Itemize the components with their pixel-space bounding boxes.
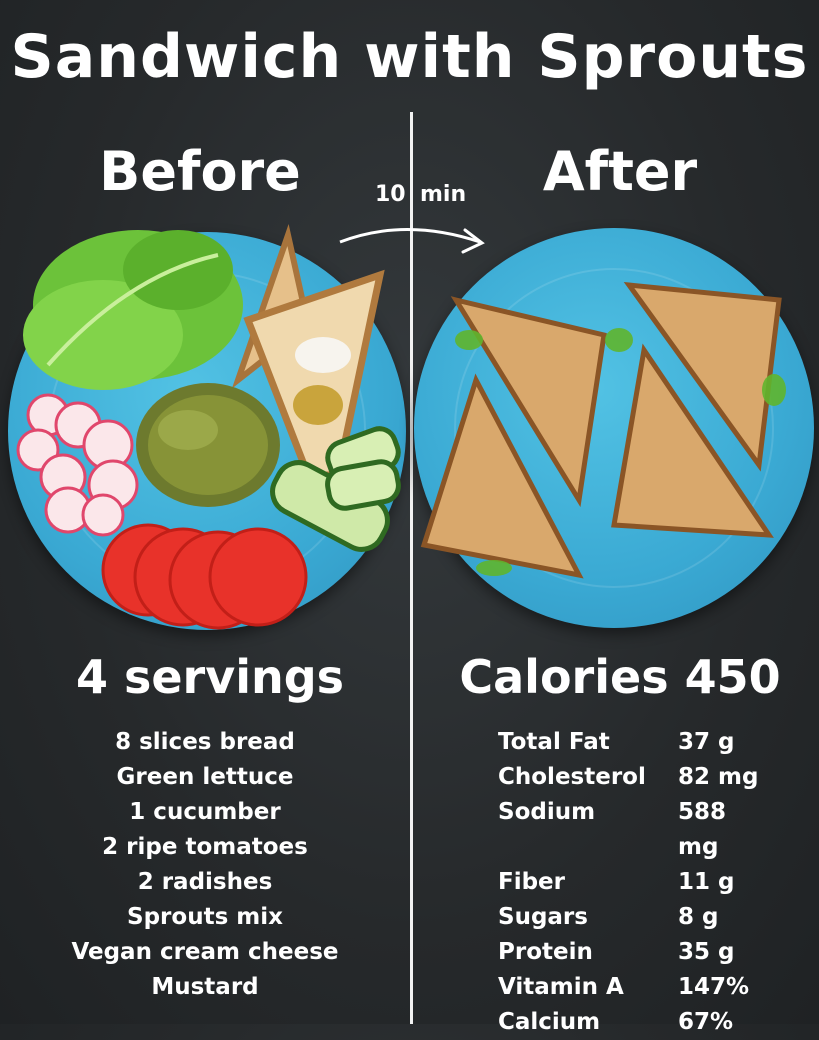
radish-icon <box>16 393 139 537</box>
list-item: Sprouts mix <box>127 904 283 930</box>
nutrient-name: Protein <box>498 939 593 965</box>
ingredients-list: 8 slices bread Green lettuce 1 cucumber … <box>70 725 340 1005</box>
tomato-icon <box>101 523 308 630</box>
list-item: 1 cucumber <box>129 799 281 825</box>
list-item: Mustard <box>151 974 259 1000</box>
table-row: Total Fat 37 g <box>498 725 768 760</box>
nutrient-name: Fiber <box>498 869 566 895</box>
table-row: Sodium 588 mg <box>498 795 768 865</box>
nutrient-value: 37 g <box>678 729 735 755</box>
cucumber-icon <box>270 426 401 552</box>
table-row: Protein 35 g <box>498 935 768 970</box>
timer-unit: min <box>420 182 467 207</box>
table-row: Sugars 8 g <box>498 900 768 935</box>
list-item: 8 slices bread <box>115 729 295 755</box>
timer-amount: 10 <box>375 182 406 207</box>
list-item: Vegan cream cheese <box>71 939 339 965</box>
nutrient-name: Total Fat <box>498 729 610 755</box>
nutrient-name: Cholesterol <box>498 764 646 790</box>
nutrient-value: 147% <box>678 974 750 1000</box>
sandwiches-illustration <box>420 281 786 579</box>
nutrient-name: Vitamin A <box>498 974 624 1000</box>
sandwich-icon <box>420 281 782 579</box>
list-item: 2 ripe tomatoes <box>102 834 308 860</box>
servings-count: 4 servings <box>75 650 345 704</box>
list-item: Green lettuce <box>116 764 294 790</box>
page-title: Sandwich with Sprouts <box>10 22 809 92</box>
nutrient-name: Sugars <box>498 904 588 930</box>
nutrient-value: 82 mg <box>678 764 759 790</box>
nutrient-value: 67% <box>678 1009 734 1035</box>
arrow-icon <box>339 228 485 254</box>
sprouts-icon <box>136 383 280 507</box>
table-row: Calcium 67% <box>498 1005 768 1040</box>
nutrition-table: Total Fat 37 g Cholesterol 82 mg Sodium 588… <box>498 725 768 1040</box>
list-item: 2 radishes <box>137 869 273 895</box>
nutrient-value: 35 g <box>678 939 735 965</box>
table-row: Fiber 11 g <box>498 865 768 900</box>
table-row: Vitamin A 147% <box>498 970 768 1005</box>
center-divider <box>410 112 413 1024</box>
nutrient-value: 8 g <box>678 904 719 930</box>
after-header: After <box>542 140 698 203</box>
table-row: Cholesterol 82 mg <box>498 760 768 795</box>
lettuce-icon <box>23 230 243 390</box>
nutrient-value: 11 g <box>678 869 735 895</box>
nutrient-name: Sodium <box>498 799 596 825</box>
calories-heading: Calories 450 <box>459 650 781 704</box>
ingredients-illustration <box>16 223 401 630</box>
before-header: Before <box>99 140 301 203</box>
nutrient-value: 588 mg <box>678 799 727 860</box>
nutrient-name: Calcium <box>498 1009 601 1035</box>
